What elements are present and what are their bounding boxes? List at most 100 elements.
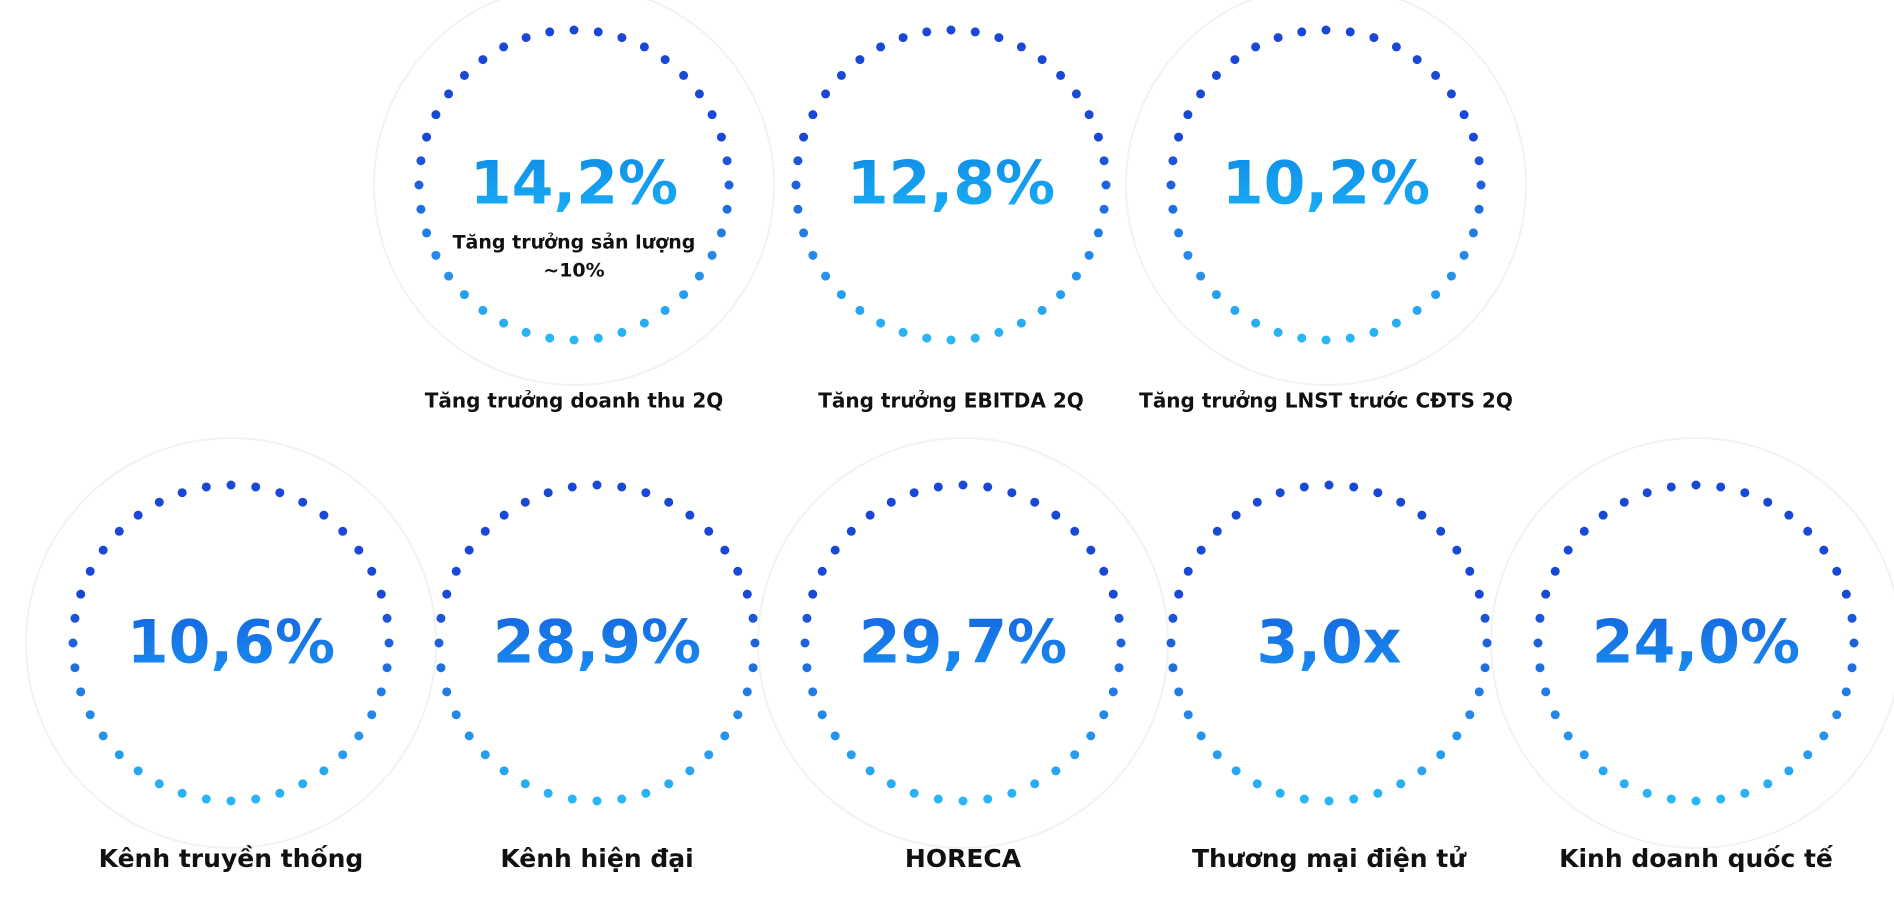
ring-dot <box>1459 250 1469 260</box>
ring-dot <box>431 110 441 120</box>
ring-dot <box>799 132 809 142</box>
stat-label: HORECA <box>905 844 1022 873</box>
ring-dot <box>338 750 348 760</box>
ring-dot <box>733 566 743 576</box>
ring-dot <box>251 794 261 804</box>
ring-dot <box>1174 132 1184 142</box>
ring-dot <box>1196 271 1206 281</box>
ring-dot <box>1535 613 1545 623</box>
ring-dot <box>1436 750 1446 760</box>
ring-dot <box>855 55 865 65</box>
ring-dot <box>660 55 670 65</box>
ring-dot <box>1196 89 1206 99</box>
ring-dot <box>1183 110 1193 120</box>
ring-dot <box>478 305 488 315</box>
ring-dot <box>983 794 993 804</box>
ring-dot <box>664 779 674 789</box>
ring-dot <box>1070 750 1080 760</box>
ring-dot <box>694 271 704 281</box>
ring-dot <box>1474 204 1484 214</box>
ring-dot <box>1412 55 1422 65</box>
ring-dot <box>886 779 896 789</box>
ring-dot <box>808 687 818 697</box>
ring-dot <box>367 566 377 576</box>
ring-dot <box>1691 796 1701 806</box>
stat-value: 14,2% <box>470 149 678 219</box>
stat-label: Kênh hiện đại <box>500 844 693 873</box>
ring-dot <box>567 794 577 804</box>
ring-dot <box>1007 788 1017 798</box>
ring-dot <box>1086 731 1096 741</box>
ring-dot <box>1849 638 1859 648</box>
ring-dot <box>298 497 308 507</box>
ring-dot <box>1349 794 1359 804</box>
ring-dot <box>1093 228 1103 238</box>
ring-dot <box>1563 545 1573 555</box>
ring-dot <box>1231 766 1241 776</box>
ring-dot <box>617 482 627 492</box>
ring-dot <box>933 482 943 492</box>
ring-dot <box>994 327 1004 337</box>
stat-value: 3,0x <box>1257 608 1402 678</box>
ring-dot <box>545 333 555 343</box>
ring-dot <box>1819 731 1829 741</box>
ring-dot <box>922 27 932 37</box>
ring-dot <box>1819 545 1829 555</box>
ring-dot <box>1803 526 1813 536</box>
ring-dot <box>1230 55 1240 65</box>
ring-dot <box>679 70 689 80</box>
ring-dot <box>1619 779 1629 789</box>
ring-dot <box>480 750 490 760</box>
ring-dot <box>846 526 856 536</box>
ring-dot <box>793 204 803 214</box>
ring-dot <box>384 638 394 648</box>
ring-dot <box>679 290 689 300</box>
ring-dot <box>1251 42 1261 52</box>
ring-dot <box>1099 566 1109 576</box>
ring-dot <box>748 613 758 623</box>
ring-dot <box>1847 663 1857 673</box>
ring-dot <box>338 526 348 536</box>
ring-dot <box>442 687 452 697</box>
ring-dot <box>821 89 831 99</box>
ring-dot <box>1212 526 1222 536</box>
ring-dot <box>808 589 818 599</box>
ring-dot <box>1541 687 1551 697</box>
ring-dot <box>114 750 124 760</box>
ring-dot <box>1452 731 1462 741</box>
ring-dot <box>1275 488 1285 498</box>
ring-dot <box>1550 710 1560 720</box>
ring-dot <box>464 545 474 555</box>
ring-dot <box>1037 305 1047 315</box>
ring-dot <box>1084 110 1094 120</box>
ring-dot <box>114 526 124 536</box>
ring-dot <box>1369 327 1379 337</box>
ring-dot <box>1465 710 1475 720</box>
ring-dot <box>567 482 577 492</box>
ring-dot <box>958 480 968 490</box>
ring-dot <box>459 70 469 80</box>
ring-dot <box>748 663 758 673</box>
ring-dot <box>521 33 531 43</box>
ring-dot <box>499 510 509 520</box>
ring-dot <box>201 794 211 804</box>
ring-dot <box>319 510 329 520</box>
ring-dot <box>1417 510 1427 520</box>
ring-dot <box>431 250 441 260</box>
ring-dot <box>724 180 734 190</box>
ring-dot <box>133 766 143 776</box>
stat-note: Tăng trưởng sản lượng <box>453 232 696 254</box>
ring-dot <box>1468 132 1478 142</box>
ring-dot <box>1391 42 1401 52</box>
ring-dot <box>817 710 827 720</box>
ring-dot <box>958 796 968 806</box>
ring-dot <box>569 25 579 35</box>
ring-dot <box>1093 132 1103 142</box>
ring-dot <box>1196 545 1206 555</box>
ring-dot <box>1482 638 1492 648</box>
ring-dot <box>1114 663 1124 673</box>
ring-dot <box>177 488 187 498</box>
ring-dot <box>154 779 164 789</box>
ring-dot <box>617 327 627 337</box>
